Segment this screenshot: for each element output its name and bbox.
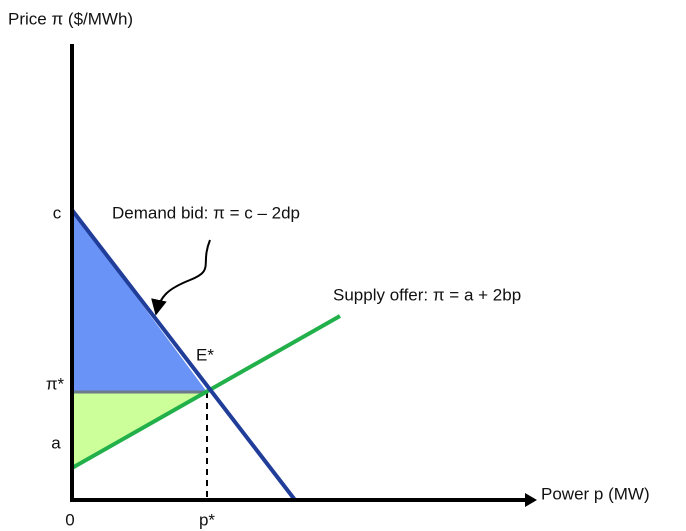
origin-label: 0 — [65, 510, 74, 529]
c-label: c — [53, 203, 62, 222]
a-label: a — [51, 433, 61, 452]
pi-star-label: π* — [46, 374, 65, 393]
x-axis-label: Power p (MW) — [541, 484, 650, 503]
demand-label: Demand bid: π = c – 2dp — [112, 203, 300, 222]
x-axis-arrow — [525, 493, 537, 507]
p-star-label: p* — [199, 510, 215, 529]
equilibrium-label: E* — [196, 345, 214, 364]
supply-label: Supply offer: π = a + 2bp — [333, 285, 521, 304]
demand-curve — [70, 208, 297, 502]
supply-curve — [71, 314, 341, 470]
callout-arrow — [151, 239, 211, 316]
y-axis-label: Price π ($/MWh) — [8, 9, 133, 28]
